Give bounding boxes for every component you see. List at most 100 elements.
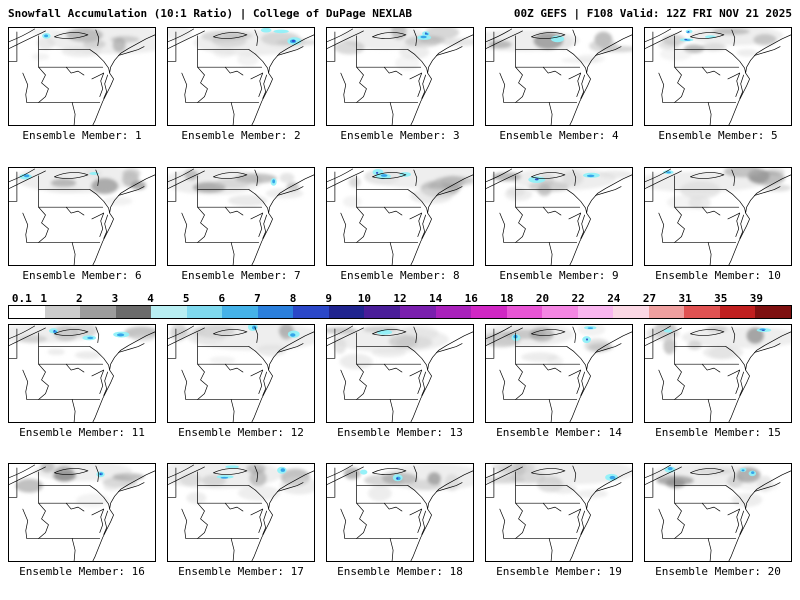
colorbar-segment — [186, 306, 223, 318]
lake-effect-accumulation — [96, 471, 105, 478]
ensemble-member-label: Ensemble Member: 15 — [655, 426, 781, 439]
ensemble-member-label: Ensemble Member: 2 — [181, 129, 301, 142]
ensemble-member-label: Ensemble Member: 19 — [496, 565, 622, 578]
panel-row-2: Ensemble Member: 6 Ensemble Member: 7 En… — [0, 167, 800, 282]
lake-effect-accumulation — [417, 31, 432, 41]
ensemble-panel: Ensemble Member: 17 — [167, 463, 315, 578]
colorbar-segment — [506, 306, 543, 318]
ensemble-panel: Ensemble Member: 9 — [485, 167, 633, 282]
ensemble-map — [485, 27, 633, 126]
snowfall-shading — [168, 168, 304, 207]
colorbar-tick-label: 24 — [607, 292, 621, 305]
colorbar-segment — [9, 306, 45, 318]
lake-effect-accumulation — [48, 328, 130, 341]
panel-row-3: Ensemble Member: 11 Ensemble Member: 12 … — [0, 324, 800, 439]
ensemble-map — [326, 27, 474, 126]
lake-effect-accumulation — [663, 328, 772, 333]
ensemble-map — [326, 167, 474, 266]
colorbar-segment — [684, 306, 720, 318]
snowfall-shading — [658, 28, 784, 61]
ensemble-member-label: Ensemble Member: 8 — [340, 269, 460, 282]
lake-effect-accumulation — [42, 32, 51, 39]
snowfall-shading — [327, 325, 449, 370]
ensemble-member-label: Ensemble Member: 1 — [22, 129, 142, 142]
ensemble-map — [167, 167, 315, 266]
colorbar-tick-label: 8 — [289, 292, 297, 305]
ensemble-member-label: Ensemble Member: 3 — [340, 129, 460, 142]
ensemble-map — [167, 463, 315, 562]
colorbar-segment — [400, 306, 436, 318]
ensemble-panel: Ensemble Member: 14 — [485, 324, 633, 439]
ensemble-member-label: Ensemble Member: 11 — [19, 426, 145, 439]
ensemble-panel: Ensemble Member: 16 — [8, 463, 156, 578]
ensemble-panel: Ensemble Member: 8 — [326, 167, 474, 282]
colorbar-segment — [293, 306, 329, 318]
ensemble-member-label: Ensemble Member: 9 — [499, 269, 619, 282]
ensemble-map — [644, 27, 792, 126]
colorbar-tick-label: 2 — [75, 292, 83, 305]
ensemble-member-label: Ensemble Member: 5 — [658, 129, 778, 142]
colorbar-segment — [328, 306, 365, 318]
ensemble-map — [8, 324, 156, 423]
lake-effect-accumulation — [605, 473, 618, 481]
colorbar-segment — [577, 306, 614, 318]
ensemble-member-label: Ensemble Member: 10 — [655, 269, 781, 282]
panel-row-1: Ensemble Member: 1 Ensemble Member: 2 En… — [0, 27, 800, 142]
ensemble-panel: Ensemble Member: 13 — [326, 324, 474, 439]
ensemble-member-label: Ensemble Member: 4 — [499, 129, 619, 142]
colorbar-tick-label: 18 — [500, 292, 514, 305]
colorbar-segment — [222, 306, 258, 318]
ensemble-panel: Ensemble Member: 19 — [485, 463, 633, 578]
ensemble-member-label: Ensemble Member: 17 — [178, 565, 304, 578]
colorbar-tick-label: 5 — [182, 292, 190, 305]
ensemble-panel: Ensemble Member: 6 — [8, 167, 156, 282]
lake-effect-accumulation — [511, 325, 597, 344]
header-bar: Snowfall Accumulation (10:1 Ratio) | Col… — [0, 0, 800, 20]
colorbar-tick-label: 10 — [357, 292, 371, 305]
product-title: Snowfall Accumulation (10:1 Ratio) | Col… — [8, 7, 412, 20]
snowfall-shading — [15, 464, 145, 508]
ensemble-map — [8, 463, 156, 562]
ensemble-member-label: Ensemble Member: 16 — [19, 565, 145, 578]
lake-effect-accumulation — [376, 329, 393, 335]
snowfall-shading — [492, 168, 632, 201]
ensemble-map — [644, 324, 792, 423]
ensemble-panel: Ensemble Member: 1 — [8, 27, 156, 142]
colorbar-tick-label: 27 — [642, 292, 657, 305]
ensemble-map — [167, 27, 315, 126]
snowfall-shading — [343, 464, 473, 502]
snowfall-shading — [486, 464, 632, 498]
colorbar-tick-label: 14 — [429, 292, 443, 305]
ensemble-member-label: Ensemble Member: 18 — [337, 565, 463, 578]
lake-effect-accumulation — [216, 465, 287, 479]
ensemble-map — [8, 27, 156, 126]
colorbar-segment — [471, 306, 507, 318]
ensemble-panel: Ensemble Member: 10 — [644, 167, 792, 282]
colorbar-segment — [151, 306, 187, 318]
ensemble-member-label: Ensemble Member: 6 — [22, 269, 142, 282]
colorbar-tick-label: 35 — [714, 292, 728, 305]
ensemble-panel: Ensemble Member: 5 — [644, 27, 792, 142]
colorbar-segment — [257, 306, 294, 318]
colorbar-tick-label: 4 — [147, 292, 154, 305]
lake-effect-accumulation — [528, 172, 600, 183]
ensemble-map — [485, 463, 633, 562]
colorbar-tick-label: 39 — [749, 292, 763, 305]
snowfall-shading — [334, 28, 473, 71]
ensemble-member-label: Ensemble Member: 12 — [178, 426, 304, 439]
colorbar-tick-label: 16 — [464, 292, 478, 305]
colorbar-segment — [755, 306, 792, 318]
snowfall-shading — [28, 28, 155, 61]
ensemble-panel: Ensemble Member: 7 — [167, 167, 315, 282]
colorbar-gradient-bar — [8, 305, 792, 319]
ensemble-member-label: Ensemble Member: 20 — [655, 565, 781, 578]
colorbar-segment — [542, 306, 578, 318]
lake-effect-accumulation — [247, 325, 300, 338]
ensemble-panel: Ensemble Member: 18 — [326, 463, 474, 578]
ensemble-member-label: Ensemble Member: 13 — [337, 426, 463, 439]
snowfall-shading — [645, 168, 791, 210]
ensemble-panel: Ensemble Member: 11 — [8, 324, 156, 439]
ensemble-map — [485, 167, 633, 266]
panel-row-4: Ensemble Member: 16 Ensemble Member: 17 … — [0, 463, 800, 578]
colorbar-segment — [613, 306, 649, 318]
